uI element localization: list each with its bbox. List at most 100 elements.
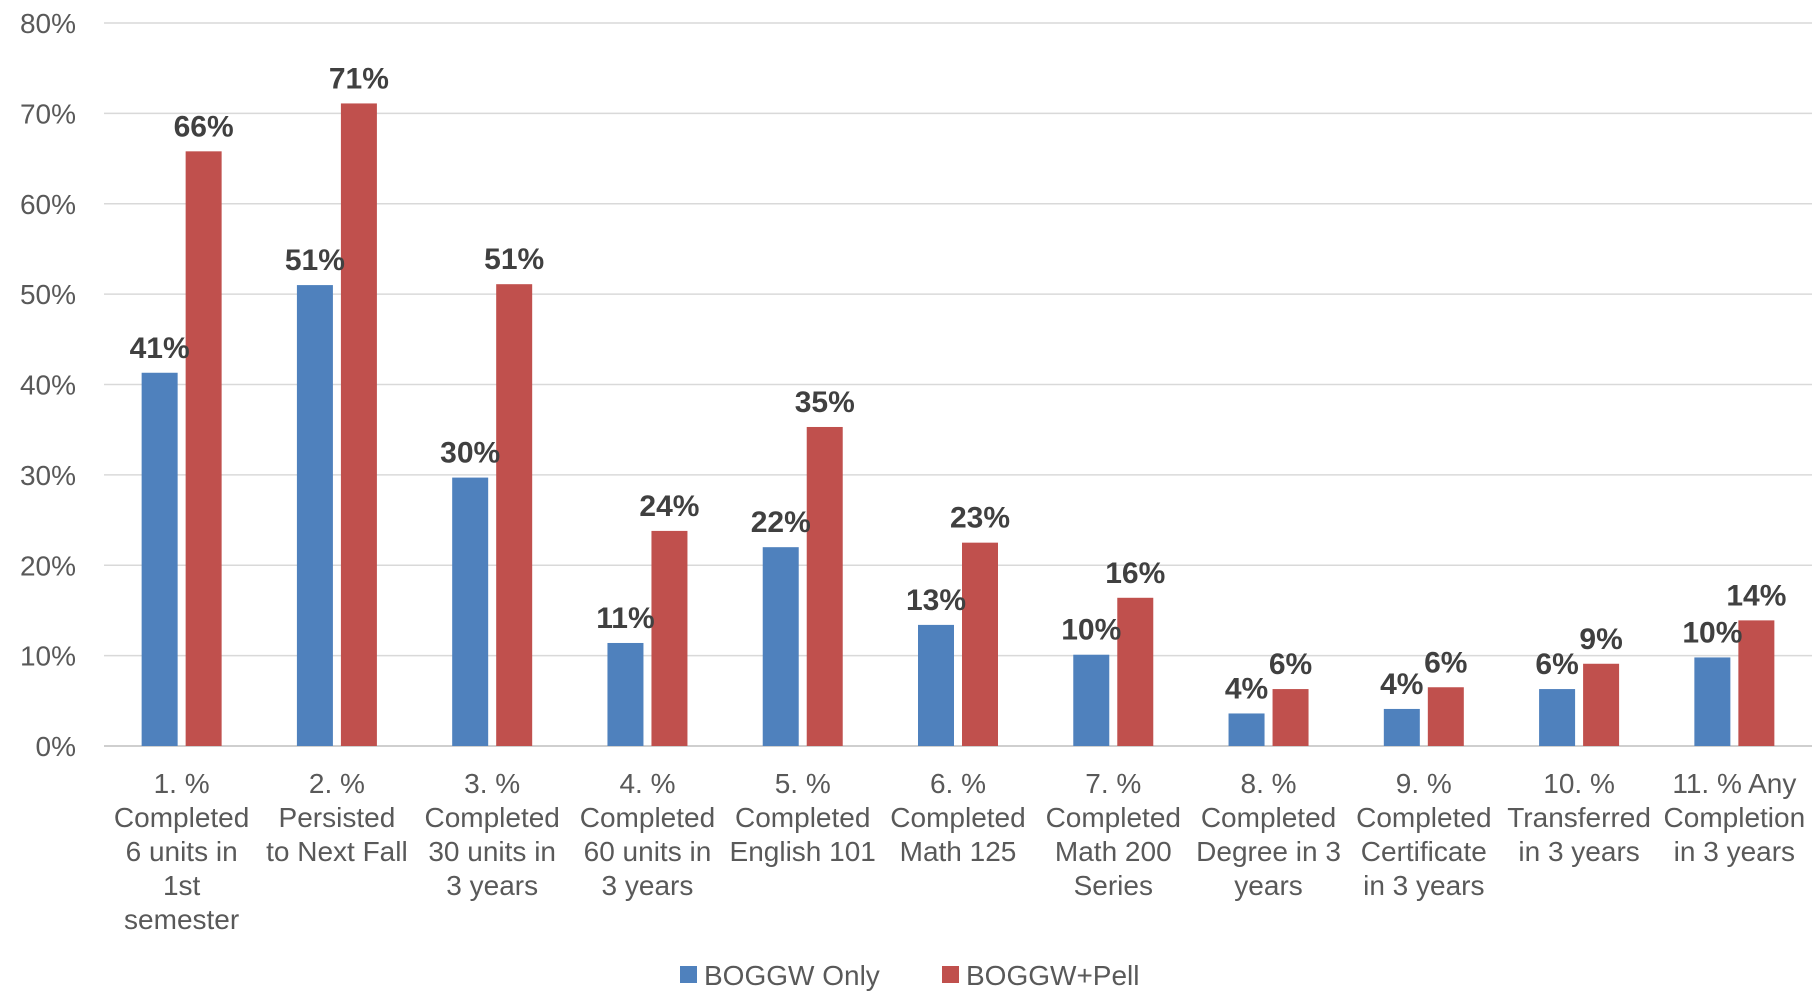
category-label-line: English 101: [730, 836, 876, 867]
y-tick-label: 60%: [20, 189, 76, 220]
data-label: 6%: [1424, 646, 1467, 679]
data-label: 11%: [596, 602, 654, 635]
data-label: 30%: [440, 437, 500, 470]
category-label-line: Completed: [890, 802, 1025, 833]
y-tick-label: 0%: [36, 731, 76, 762]
data-label: 10%: [1682, 616, 1742, 649]
category-label-line: 3 years: [446, 870, 538, 901]
bar-boggw-only: [1694, 657, 1731, 746]
legend: BOGGW Only BOGGW+Pell: [680, 960, 1139, 991]
category-label-line: 3 years: [602, 870, 694, 901]
category-label: 8. % Completed Degree in 3 years: [1196, 768, 1341, 901]
bar-boggw-pell: [962, 542, 998, 746]
category-label-line: in 3 years: [1518, 836, 1639, 867]
category-label: 4. % Completed 60 units in 3 years: [580, 768, 715, 901]
data-labels: 41% 66% 51% 71% 30% 51% 11% 24% 22% 35% 13% 23% 10% 1…: [130, 62, 1787, 705]
data-label: 71%: [329, 62, 389, 95]
bar-boggw-only: [762, 547, 799, 746]
data-label: 51%: [285, 244, 345, 277]
category-label-line: 5. %: [775, 768, 831, 799]
data-label: 13%: [906, 584, 966, 617]
data-label: 16%: [1105, 557, 1165, 590]
bar-boggw-pell: [806, 426, 843, 746]
category-label-line: Completed: [114, 802, 249, 833]
bar-boggw-pell: [1117, 597, 1154, 746]
category-label-line: Degree in 3: [1196, 836, 1341, 867]
y-axis-ticks: 0% 10% 20% 30% 40% 50% 60% 70% 80%: [20, 8, 76, 762]
bar-boggw-only: [1539, 689, 1576, 746]
category-label-line: Series: [1074, 870, 1153, 901]
y-tick-label: 20%: [20, 550, 76, 581]
category-label-line: 10. %: [1543, 768, 1615, 799]
y-tick-label: 40%: [20, 370, 76, 401]
category-label-line: 30 units in: [428, 836, 556, 867]
category-label-line: semester: [124, 904, 239, 935]
bar-boggw-only: [141, 372, 178, 746]
category-label-line: Transferred: [1507, 802, 1651, 833]
data-label: 41%: [130, 332, 190, 365]
bar-boggw-only: [1383, 708, 1420, 746]
data-label: 6%: [1269, 648, 1312, 681]
legend-swatch: [942, 966, 959, 983]
bar-boggw-only: [918, 624, 954, 746]
category-label-line: 60 units in: [584, 836, 712, 867]
category-label-line: Completed: [424, 802, 559, 833]
bar-boggw-pell: [1272, 689, 1309, 746]
bar-boggw-only: [607, 642, 644, 746]
category-label-line: 9. %: [1396, 768, 1452, 799]
bar-boggw-pell: [185, 151, 222, 746]
category-label-line: 1. %: [154, 768, 210, 799]
legend-swatch: [680, 966, 697, 983]
y-tick-label: 50%: [20, 279, 76, 310]
category-label: 2. % Persisted to Next Fall: [266, 768, 408, 867]
bar-boggw-pell: [1738, 620, 1775, 746]
category-label-line: Completion: [1664, 802, 1806, 833]
legend-item-boggw-only: BOGGW Only: [680, 960, 880, 991]
category-label-line: Completed: [735, 802, 870, 833]
category-label-line: to Next Fall: [266, 836, 408, 867]
category-label-line: 1st: [163, 870, 201, 901]
data-label: 4%: [1225, 672, 1268, 705]
bar-boggw-only: [296, 285, 333, 746]
category-label: 1. % Completed 6 units in 1st semester: [114, 768, 249, 935]
data-label: 66%: [174, 110, 234, 143]
gridlines: [104, 22, 1812, 747]
category-label-line: 8. %: [1241, 768, 1297, 799]
category-label-line: Completed: [1046, 802, 1181, 833]
category-label: 9. % Completed Certificate in 3 years: [1356, 768, 1491, 901]
legend-label: BOGGW+Pell: [966, 960, 1139, 991]
category-label-line: 6 units in: [126, 836, 238, 867]
data-label: 10%: [1061, 614, 1121, 647]
data-label: 22%: [751, 506, 811, 539]
category-label-line: 7. %: [1085, 768, 1141, 799]
bar-boggw-only: [1073, 654, 1110, 746]
category-label-line: 4. %: [619, 768, 675, 799]
bars: [141, 103, 1775, 747]
category-label-line: years: [1234, 870, 1302, 901]
category-label-line: Persisted: [279, 802, 396, 833]
y-tick-label: 80%: [20, 8, 76, 39]
legend-item-boggw-pell: BOGGW+Pell: [942, 960, 1139, 991]
category-label-line: Completed: [580, 802, 715, 833]
category-label-line: Completed: [1201, 802, 1336, 833]
category-label: 3. % Completed 30 units in 3 years: [424, 768, 559, 901]
data-label: 6%: [1535, 648, 1578, 681]
data-label: 51%: [484, 243, 544, 276]
category-label-line: 3. %: [464, 768, 520, 799]
category-label-line: Certificate: [1361, 836, 1487, 867]
data-label: 9%: [1579, 623, 1622, 656]
category-label: 10. % Transferred in 3 years: [1507, 768, 1651, 867]
bar-boggw-pell: [496, 284, 533, 746]
bar-boggw-pell: [1583, 663, 1620, 746]
bar-boggw-pell: [340, 103, 377, 747]
category-label-line: in 3 years: [1674, 836, 1795, 867]
y-tick-label: 10%: [20, 641, 76, 672]
category-label: 11. % Any Completion in 3 years: [1664, 768, 1806, 867]
data-label: 14%: [1726, 579, 1786, 612]
category-label-line: 2. %: [309, 768, 365, 799]
category-label-line: in 3 years: [1363, 870, 1484, 901]
y-tick-label: 30%: [20, 460, 76, 491]
